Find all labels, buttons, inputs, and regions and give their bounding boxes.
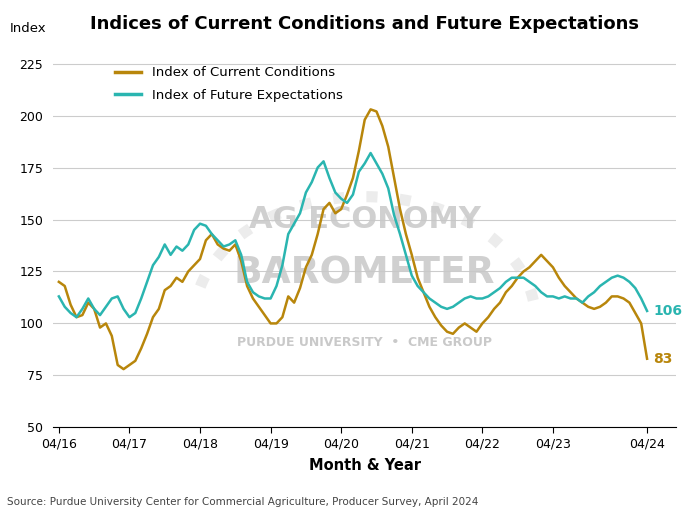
Text: PURDUE UNIVERSITY  •  CME GROUP: PURDUE UNIVERSITY • CME GROUP [237, 336, 492, 349]
Title: Indices of Current Conditions and Future Expectations: Indices of Current Conditions and Future… [90, 15, 639, 33]
Text: 106: 106 [653, 304, 682, 318]
Text: Source: Purdue University Center for Commercial Agriculture, Producer Survey, Ap: Source: Purdue University Center for Com… [7, 497, 478, 507]
Legend: Index of Current Conditions, Index of Future Expectations: Index of Current Conditions, Index of Fu… [109, 61, 348, 107]
Text: 83: 83 [653, 352, 672, 366]
Text: BAROMETER: BAROMETER [234, 256, 496, 292]
Text: AG ECONOMY: AG ECONOMY [248, 205, 481, 234]
X-axis label: Month & Year: Month & Year [309, 458, 421, 472]
Text: Index: Index [9, 22, 46, 35]
